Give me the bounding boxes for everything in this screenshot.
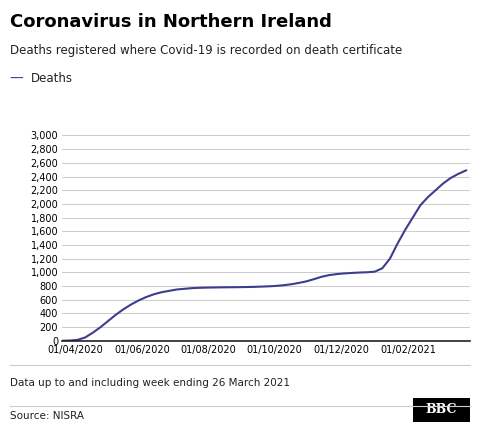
Text: Data up to and including week ending 26 March 2021: Data up to and including week ending 26 … bbox=[10, 378, 289, 388]
Text: Deaths registered where Covid-19 is recorded on death certificate: Deaths registered where Covid-19 is reco… bbox=[10, 44, 402, 57]
Text: —: — bbox=[10, 72, 24, 86]
Text: Source: NISRA: Source: NISRA bbox=[10, 411, 84, 421]
Text: Coronavirus in Northern Ireland: Coronavirus in Northern Ireland bbox=[10, 13, 332, 31]
Text: Deaths: Deaths bbox=[31, 72, 73, 85]
Text: BBC: BBC bbox=[426, 403, 457, 416]
